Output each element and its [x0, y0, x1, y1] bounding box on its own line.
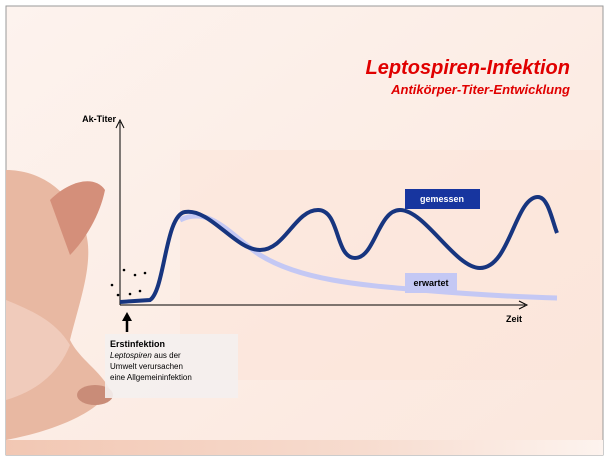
panel: [180, 150, 600, 380]
note-line: Leptospiren aus der: [110, 351, 181, 360]
note-heading: Erstinfektion: [110, 339, 165, 349]
y-axis-label: Ak-Titer: [82, 114, 116, 124]
expected-label: erwartet: [413, 278, 448, 288]
note-line: eine Allgemeininfektion: [110, 373, 192, 382]
note-text: aus der: [152, 351, 181, 360]
x-axis-label: Zeit: [506, 314, 522, 324]
page: Leptospiren-Infektion Antikörper-Titer-E…: [0, 0, 609, 466]
subtitle: Antikörper-Titer-Entwicklung: [390, 82, 570, 97]
note-italic: Leptospiren: [110, 351, 152, 360]
title: Leptospiren-Infektion: [366, 57, 570, 79]
note-line: Umwelt verursachen: [110, 362, 183, 371]
bottom-band: [6, 440, 603, 455]
measured-label: gemessen: [420, 194, 464, 204]
slide: Leptospiren-Infektion Antikörper-Titer-E…: [0, 0, 609, 461]
